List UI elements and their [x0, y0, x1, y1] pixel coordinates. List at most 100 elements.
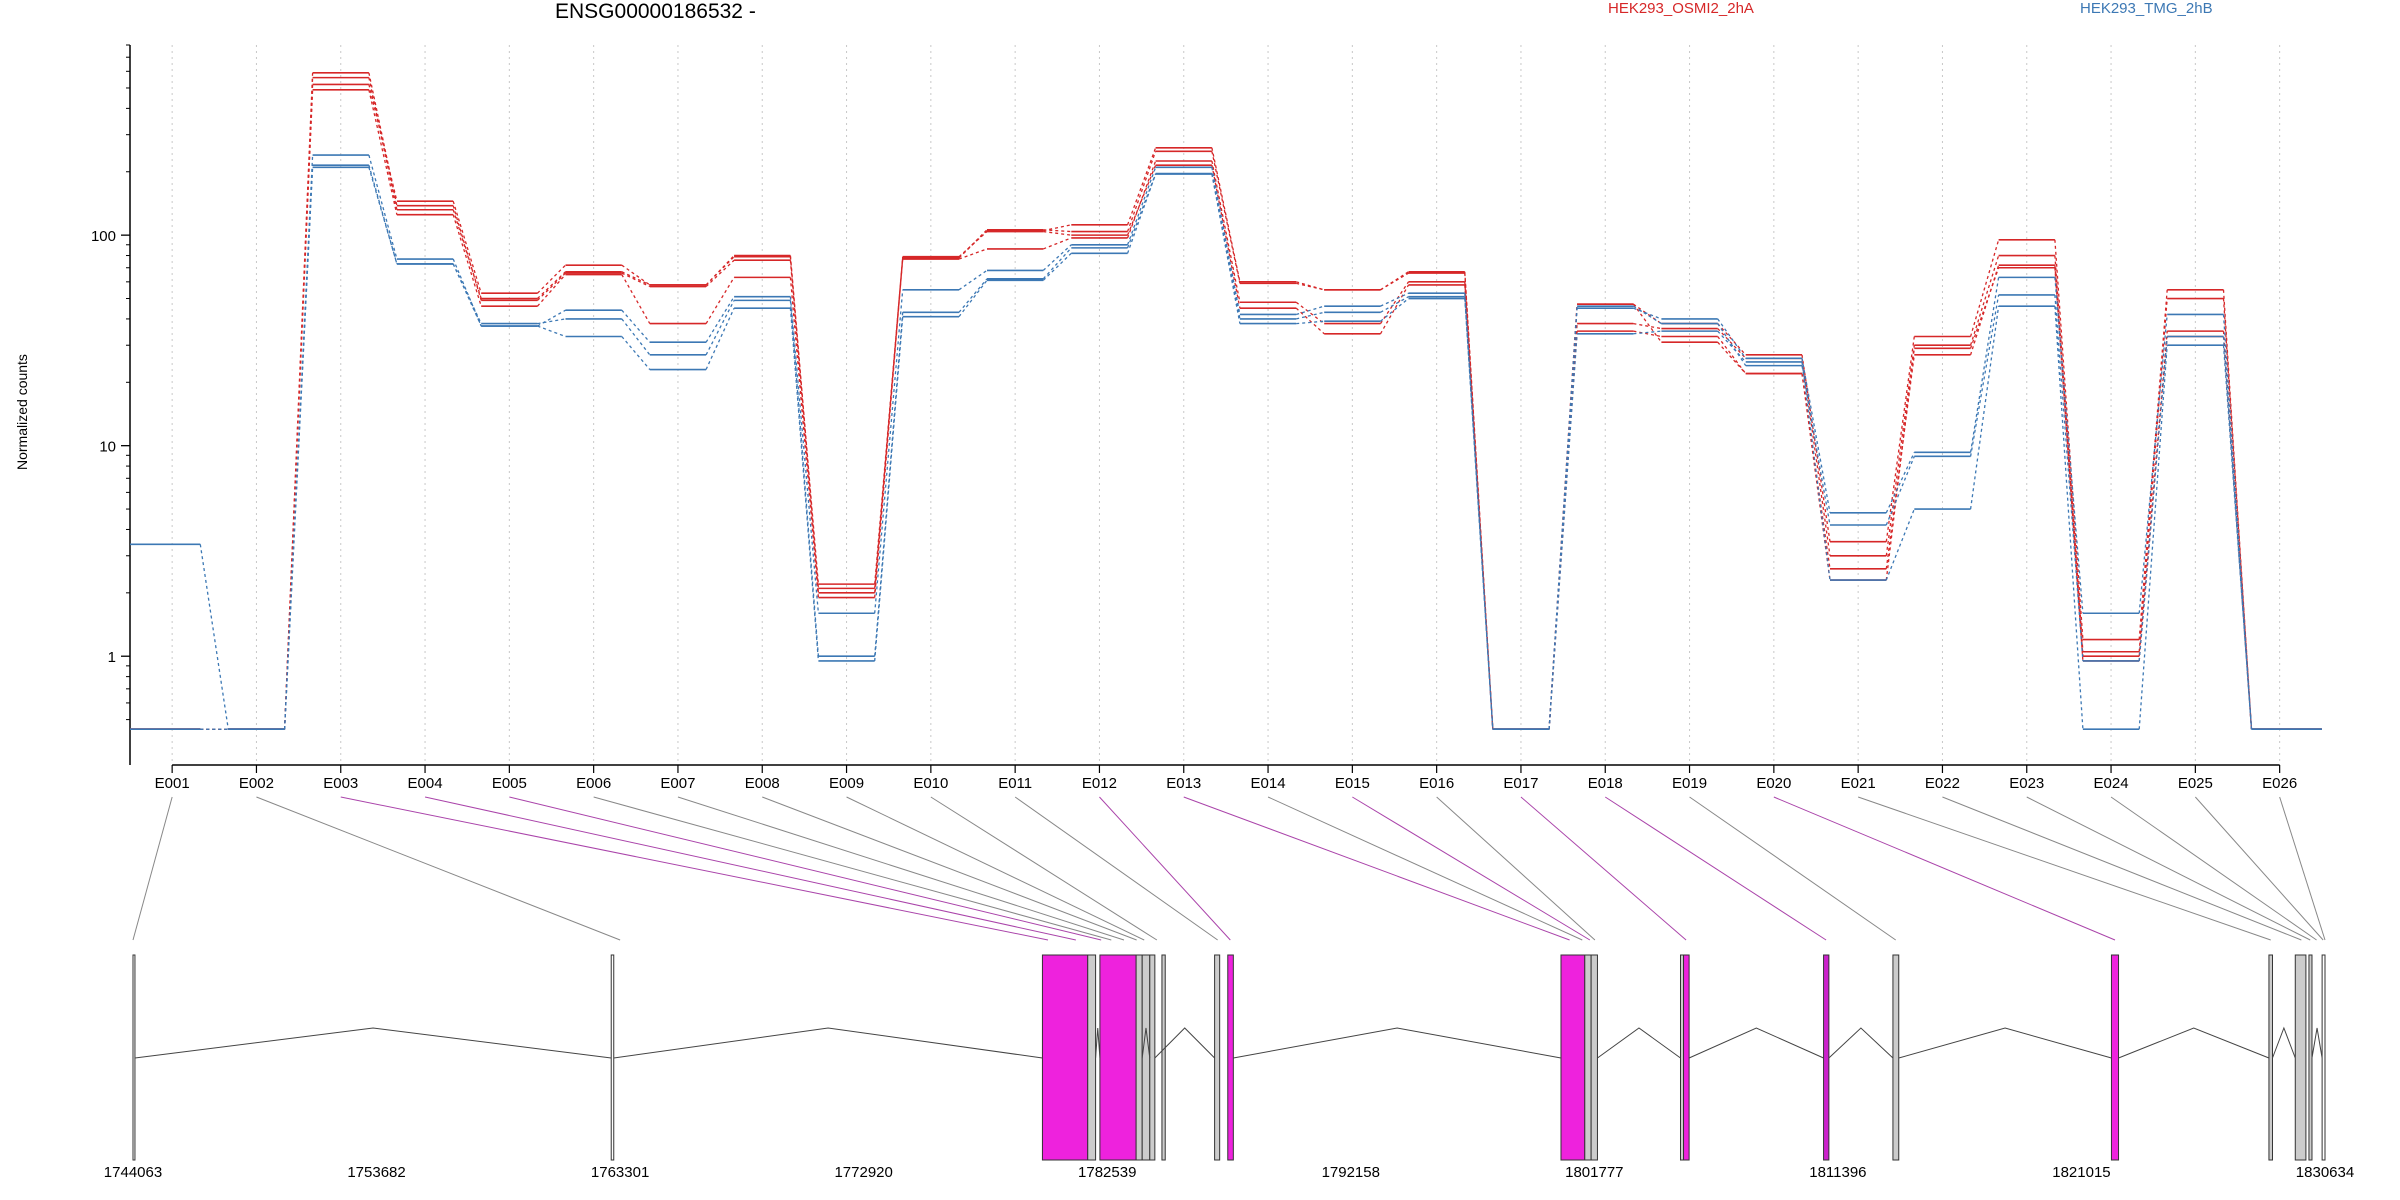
series-6-connector [283, 167, 314, 730]
exon-connector [846, 796, 1145, 941]
series-6-connector [1296, 320, 1325, 325]
genomic-tick-label: 1801777 [1565, 1164, 1623, 1181]
series-6-connector [2054, 306, 2084, 730]
series-6-connector [537, 325, 566, 338]
y-tick-label: 100 [91, 228, 116, 245]
series-2-connector [1211, 160, 1241, 303]
x-tick-label-e011: E011 [998, 775, 1032, 792]
exon-block [1149, 954, 1156, 1161]
series-2-connector [1043, 237, 1072, 250]
series-5-connector [1969, 294, 2000, 457]
exon-connector [1942, 796, 2302, 941]
series-4-connector [705, 296, 735, 343]
series-3-connector [958, 231, 988, 258]
series-1-connector [1969, 255, 2000, 346]
series-4-connector [537, 309, 566, 327]
series-4-connector [1380, 292, 1409, 307]
exon-connector [1436, 796, 1596, 941]
series-0-connector [1296, 281, 1325, 291]
series-1-connector [537, 271, 566, 299]
exon-connector [1099, 796, 1231, 941]
series-3-connector [1211, 165, 1241, 309]
exon-block [132, 954, 136, 1161]
exon-block [2321, 954, 2326, 1161]
exon-block [1161, 954, 1166, 1161]
intron-line [613, 1027, 1043, 1059]
series-4-connector [1633, 307, 1662, 320]
series-1-connector [789, 256, 820, 585]
genomic-tick-label: 1753682 [347, 1164, 405, 1181]
intron-line [134, 1027, 612, 1059]
exon-block [610, 954, 615, 1161]
series-6-connector [1885, 508, 1915, 581]
x-tick-label-e014: E014 [1251, 775, 1286, 792]
x-tick-label-e025: E025 [2178, 775, 2213, 792]
intron-line [2118, 1027, 2270, 1059]
series-0-connector [537, 264, 566, 294]
series-2-connector [1126, 160, 1157, 239]
series-6-connector [2222, 345, 2253, 730]
intron-line [1233, 1027, 1562, 1059]
exon-connector [1520, 796, 1687, 941]
y-tick-label: 1 [108, 649, 116, 666]
series-3-connector [1295, 307, 1325, 335]
x-tick-label-e017: E017 [1503, 775, 1538, 792]
exon-connector [340, 796, 1049, 941]
series-5-connector [1126, 173, 1157, 249]
series-1-connector [368, 77, 398, 210]
genomic-tick-label: 1782539 [1078, 1164, 1136, 1181]
genomic-tick-label: 1811396 [1809, 1164, 1866, 1181]
series-3-connector [452, 205, 482, 301]
intron-line [2272, 1026, 2296, 1059]
x-tick-label-e005: E005 [492, 775, 527, 792]
exon-block [1087, 954, 1097, 1161]
series-5-connector [1801, 365, 1831, 526]
x-tick-label-e020: E020 [1756, 775, 1791, 792]
series-5-connector [368, 164, 398, 265]
x-tick-label-e007: E007 [660, 775, 695, 792]
intron-line [1898, 1027, 2112, 1059]
chart-title: ENSG00000186532 - [555, 0, 756, 23]
series-1-connector [1211, 151, 1241, 284]
series-4-connector [1042, 244, 1072, 271]
genomic-tick-label: 1830634 [2296, 1164, 2354, 1181]
series-4-connector [874, 289, 904, 614]
series-6-connector [958, 279, 988, 318]
exon-block [2294, 954, 2307, 1161]
series-5-connector [621, 318, 651, 356]
series-5-connector [2138, 336, 2168, 661]
genomic-tick-label: 1744063 [104, 1164, 162, 1181]
series-5-connector [1633, 305, 1662, 325]
exon-connector [1857, 796, 2271, 941]
series-0-connector [1801, 354, 1831, 542]
series-3-connector [1969, 267, 2000, 349]
series-1-connector [705, 256, 735, 286]
series-1-connector [1717, 328, 1747, 359]
intron-line [1597, 1027, 1681, 1059]
series-6-connector [789, 308, 820, 661]
exon-block [1560, 954, 1586, 1161]
x-tick-label-e008: E008 [745, 775, 780, 792]
x-tick-label-e002: E002 [239, 775, 274, 792]
x-tick-label-e026: E026 [2262, 775, 2297, 792]
series-2-connector [452, 214, 482, 307]
series-5-connector [1296, 311, 1325, 320]
exon-connector [2194, 796, 2324, 941]
exon-block [1227, 954, 1234, 1161]
series-5-connector [2054, 294, 2084, 661]
exon-connector [1604, 796, 1827, 941]
series-3-connector [1885, 348, 1915, 581]
series-5-connector [1717, 323, 1747, 366]
series-2-connector [1633, 330, 1662, 338]
x-tick-label-e016: E016 [1419, 775, 1454, 792]
x-tick-label-e021: E021 [1841, 775, 1876, 792]
series-0-connector [452, 200, 482, 294]
series-2-connector [705, 277, 735, 324]
exon-connector [1267, 796, 1583, 941]
exon-connector [424, 796, 1076, 941]
series-4-connector [1211, 167, 1241, 315]
x-tick-label-e009: E009 [829, 775, 864, 792]
x-tick-label-e013: E013 [1166, 775, 1201, 792]
exon-connector [677, 796, 1125, 941]
